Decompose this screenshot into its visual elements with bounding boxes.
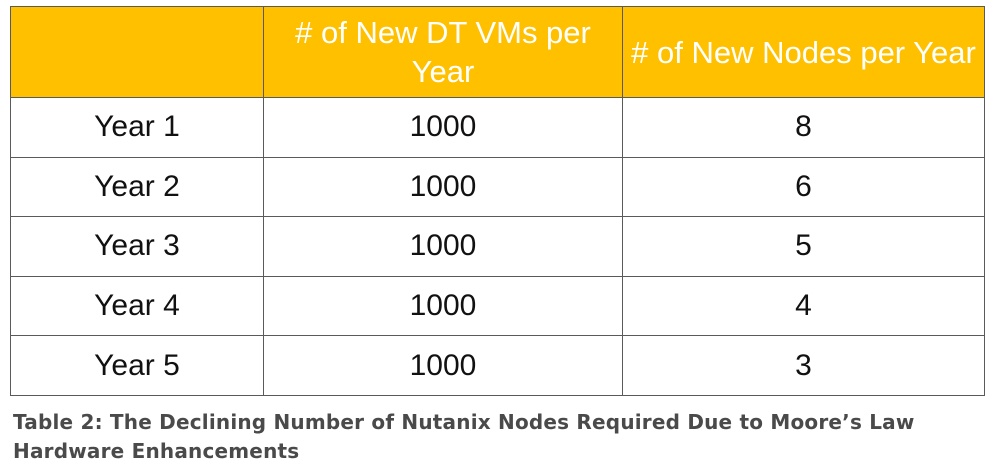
table-body: Year 1 1000 8 Year 2 1000 6 Year 3 1000 … [10,97,985,396]
nodes-cell: 3 [622,335,985,396]
table-row: Year 5 1000 3 [10,335,985,396]
vms-cell: 1000 [263,335,623,396]
year-cell: Year 2 [10,156,264,218]
year-cell: Year 3 [10,216,264,277]
table-caption: Table 2: The Declining Number of Nutanix… [13,410,915,463]
header-row: # of New DT VMs per Year # of New Nodes … [10,6,985,98]
vms-cell: 1000 [263,275,623,337]
table-row: Year 4 1000 4 [10,275,985,337]
vms-cell: 1000 [263,97,623,158]
nodes-cell: 4 [622,275,985,337]
vms-cell: 1000 [263,156,623,218]
nodes-cell: 5 [622,216,985,277]
vms-cell: 1000 [263,216,623,277]
header-new-dt-vms-per-year: # of New DT VMs per Year [263,6,623,98]
header-new-nodes-per-year: # of New Nodes per Year [622,6,985,98]
year-cell: Year 1 [10,97,264,158]
table-row: Year 1 1000 8 [10,97,985,158]
nodes-cell: 8 [622,97,985,158]
year-cell: Year 4 [10,275,264,337]
nodes-table-container: # of New DT VMs per Year # of New Nodes … [10,6,985,396]
nodes-per-year-table: # of New DT VMs per Year # of New Nodes … [10,6,985,396]
table-row: Year 3 1000 5 [10,216,985,277]
header-corner-cell [10,6,264,98]
table-row: Year 2 1000 6 [10,156,985,218]
year-cell: Year 5 [10,335,264,396]
table-header: # of New DT VMs per Year # of New Nodes … [10,6,985,98]
nodes-cell: 6 [622,156,985,218]
